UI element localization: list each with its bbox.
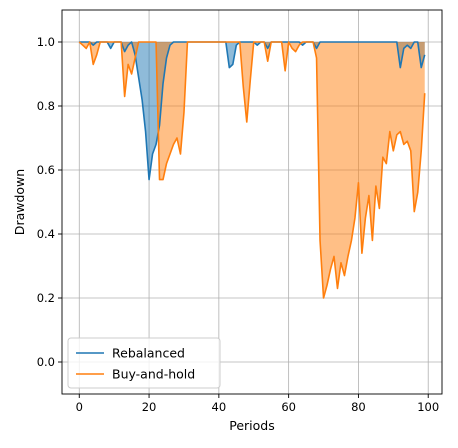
y-axis-label: Drawdown <box>12 169 27 235</box>
area-fill-buy-and-hold <box>79 42 425 298</box>
y-tick-label-1: 0.2 <box>37 291 55 305</box>
plot-frame <box>61 9 443 395</box>
y-tick-label-3: 0.6 <box>37 163 55 177</box>
series-lines <box>78 41 426 299</box>
legend: Rebalanced Buy-and-hold <box>67 337 221 389</box>
legend-label-buy-and-hold: Buy-and-hold <box>112 367 195 382</box>
x-tick-label-5: 100 <box>417 400 439 414</box>
x-axis-label: Periods <box>229 418 275 433</box>
x-tick-label-0: 0 <box>76 400 83 414</box>
x-axis-ticks: 0 20 40 60 80 100 <box>76 394 439 414</box>
y-tick-label-0: 0.0 <box>37 355 55 369</box>
x-tick-label-2: 40 <box>212 400 227 414</box>
legend-box <box>67 337 221 389</box>
series-line-buy-and-hold <box>78 41 426 299</box>
y-tick-label-5: 1.0 <box>37 35 55 49</box>
series-line-rebalanced <box>79 41 426 181</box>
area-fill-rebalanced <box>79 42 425 180</box>
axes-frame <box>61 9 443 395</box>
x-tick-label-3: 60 <box>281 400 296 414</box>
x-tick-label-4: 80 <box>351 400 366 414</box>
y-axis-ticks: 0.0 0.2 0.4 0.6 0.8 1.0 <box>37 35 62 369</box>
area-fills <box>79 42 425 298</box>
legend-label-rebalanced: Rebalanced <box>112 346 185 361</box>
y-tick-label-4: 0.8 <box>37 99 55 113</box>
y-tick-label-2: 0.4 <box>37 227 55 241</box>
x-tick-label-1: 20 <box>142 400 157 414</box>
